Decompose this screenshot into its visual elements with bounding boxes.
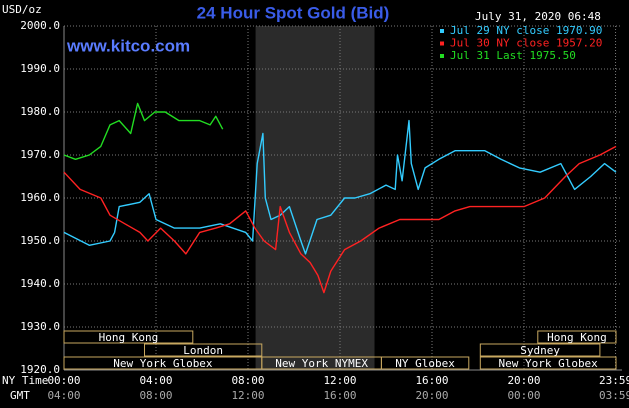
y-tick-label: 1950.0: [20, 234, 60, 247]
legend-label: Jul 31 Last 1975.50: [450, 49, 576, 62]
series-line: [63, 119, 617, 255]
y-tick-label: 1970.0: [20, 148, 60, 161]
y-tick-label: 2000.0: [20, 19, 60, 32]
x2-tick-label: 12:00: [231, 389, 264, 402]
session-box: [537, 330, 617, 344]
x-tick-label: 12:00: [323, 374, 356, 387]
legend-swatch: [440, 54, 444, 58]
x-axis-label: NY Time: [2, 374, 48, 387]
session-box: [63, 330, 194, 344]
x2-tick-label: 00:00: [507, 389, 540, 402]
y-tick-label: 1940.0: [20, 277, 60, 290]
x2-axis-label: GMT: [10, 389, 30, 402]
session-label: Sydney: [520, 344, 560, 357]
session-box: [479, 343, 601, 357]
series-line: [63, 145, 617, 294]
x-tick-label: 20:00: [507, 374, 540, 387]
session-box: [479, 356, 617, 370]
session-label: New York Globex: [498, 357, 598, 370]
x-tick-label: 00:00: [47, 374, 80, 387]
x-tick-label: 08:00: [231, 374, 264, 387]
legend-label: Jul 30 NY close 1957.20: [450, 37, 602, 50]
session-label: Hong Kong: [547, 331, 607, 344]
x2-tick-label: 08:00: [139, 389, 172, 402]
legend-swatch: [440, 29, 444, 33]
legend-label: Jul 29 NY close 1970.90: [450, 24, 602, 37]
session-label: NY Globex: [395, 357, 455, 370]
y-axis-label: USD/oz: [2, 3, 42, 16]
x-tick-label: 04:00: [139, 374, 172, 387]
session-box: [380, 356, 470, 370]
x-tick-label: 23:59: [599, 374, 629, 387]
y-tick-label: 1920.0: [20, 363, 60, 376]
series-line: [63, 102, 224, 160]
x2-tick-label: 04:00: [47, 389, 80, 402]
y-tick-label: 1960.0: [20, 191, 60, 204]
y-tick-label: 1990.0: [20, 62, 60, 75]
timestamp: July 31, 2020 06:48: [475, 10, 601, 23]
x2-tick-label: 20:00: [415, 389, 448, 402]
session-label: New York Globex: [113, 357, 213, 370]
session-box: [144, 343, 263, 357]
website: www.kitco.com: [66, 36, 190, 55]
session-label: Hong Kong: [99, 331, 159, 344]
session-label: London: [183, 344, 223, 357]
y-tick-label: 1930.0: [20, 320, 60, 333]
chart-title: 24 Hour Spot Gold (Bid): [197, 3, 390, 22]
x2-tick-label: 03:59: [599, 389, 629, 402]
session-label: New York NYMEX: [275, 357, 368, 370]
y-tick-label: 1980.0: [20, 105, 60, 118]
legend-swatch: [440, 41, 444, 46]
x2-tick-label: 16:00: [323, 389, 356, 402]
x-tick-label: 16:00: [415, 374, 448, 387]
